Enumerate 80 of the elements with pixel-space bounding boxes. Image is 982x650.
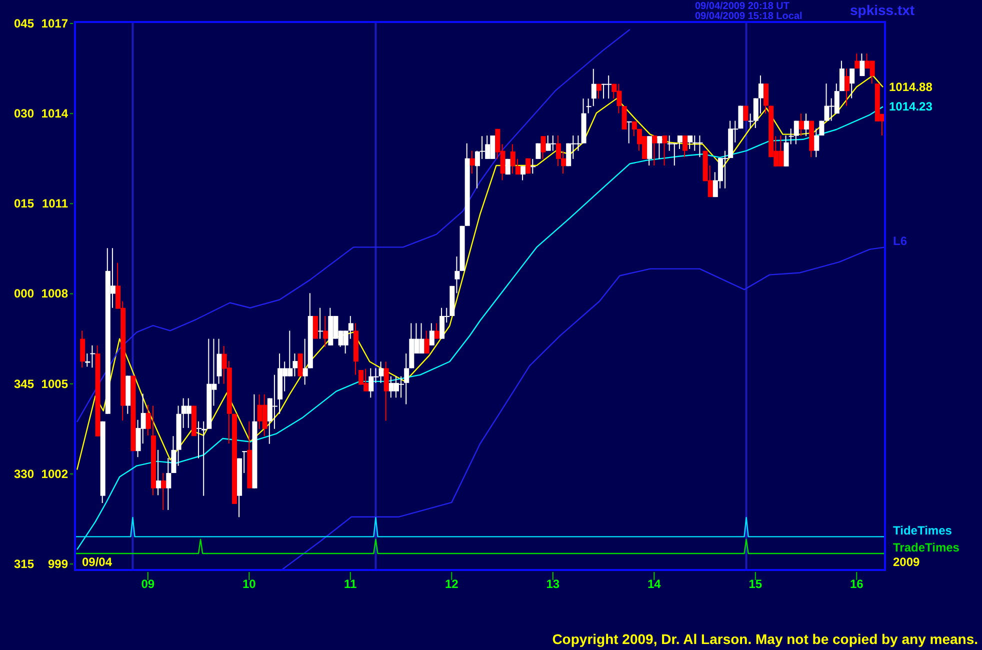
- candlestick: [166, 458, 172, 510]
- candlestick: [536, 142, 541, 160]
- text: 330: [14, 466, 34, 481]
- candlestick: [748, 113, 754, 128]
- y-tick-label: 1008: [41, 286, 68, 301]
- text: Copyright 2009, Dr. Al Larson. May not be copied by any means.: [552, 631, 978, 647]
- annotation: 09/04: [82, 555, 112, 569]
- text: 315: [14, 556, 34, 571]
- y-tick-label: 1017: [41, 16, 68, 30]
- candlestick: [378, 361, 384, 384]
- text: 09/04/2009 15:18 Local: [695, 11, 803, 22]
- x-tick-label: 12: [444, 577, 459, 591]
- x-tick-label: 10: [242, 577, 256, 591]
- candlestick: [298, 353, 303, 377]
- candlestick: [520, 166, 526, 181]
- text: 015: [14, 196, 34, 211]
- candlestick: [530, 158, 536, 174]
- text: 030: [14, 106, 34, 121]
- line-series: [76, 28, 630, 423]
- data-label: 1014.88: [889, 80, 933, 94]
- candlestick: [662, 135, 668, 166]
- candlestick: [384, 361, 389, 422]
- candlestick: [860, 53, 865, 77]
- text: 09/04/2009 20:18 UT: [695, 1, 790, 12]
- line-series: [76, 106, 884, 550]
- x-tick-label: 13: [546, 577, 560, 591]
- candlestick: [540, 136, 546, 160]
- candlestick: [804, 113, 810, 137]
- candlestick: [424, 330, 430, 354]
- candlestick: [764, 83, 769, 114]
- candlestick: [850, 68, 855, 99]
- candlestick: [798, 113, 804, 137]
- candlestick: [743, 105, 748, 122]
- candlestick: [652, 135, 658, 166]
- candlestick: [312, 315, 318, 340]
- candlestick: [323, 315, 328, 348]
- candlestick: [682, 135, 688, 158]
- candlestick: [434, 322, 440, 340]
- series-label: TradeTimes: [893, 540, 960, 554]
- x-tick-label: 11: [344, 577, 358, 591]
- candlestick: [622, 106, 627, 130]
- text: 2009: [893, 555, 920, 569]
- candlestick: [839, 60, 844, 92]
- candlestick: [591, 68, 596, 107]
- y-tick-label: 1002: [41, 466, 68, 481]
- candlestick: [429, 322, 434, 346]
- candlestick: [688, 135, 693, 150]
- series-label: TideTimes: [893, 524, 952, 538]
- candlestick: [596, 83, 602, 100]
- candlestick: [626, 120, 632, 144]
- candlestick: [318, 307, 324, 340]
- x-tick-label: 14: [647, 577, 662, 591]
- candlestick: [657, 136, 662, 160]
- data-label: 1014.23: [889, 100, 933, 114]
- candlestick: [171, 436, 176, 474]
- y-tick-label: 1005: [41, 376, 68, 391]
- y-tick-label: 1014: [41, 106, 68, 121]
- candlestick: [854, 53, 860, 70]
- x-tick-label: 15: [748, 577, 762, 591]
- candlestick: [586, 98, 592, 114]
- y-tick-label: 999: [48, 556, 68, 571]
- x-tick-label: 16: [850, 577, 864, 591]
- candlestick: [814, 128, 820, 158]
- text: 045: [14, 16, 34, 30]
- candlestick: [80, 330, 86, 368]
- text: 000: [14, 286, 34, 301]
- candlestick: [156, 449, 162, 496]
- candlestick: [470, 150, 475, 174]
- candlestick: [510, 144, 516, 174]
- candlestick: [647, 136, 652, 166]
- candlestick: [216, 338, 222, 384]
- text: 345: [14, 376, 34, 391]
- line-series: [280, 246, 886, 571]
- candlestick: [844, 68, 850, 106]
- x-tick-label: 09: [141, 577, 155, 591]
- text: spkiss.txt: [850, 2, 915, 18]
- y-tick-label: 1011: [42, 196, 68, 211]
- candlestick: [302, 338, 308, 386]
- series-label: L6: [893, 234, 908, 248]
- candlestick: [161, 472, 166, 510]
